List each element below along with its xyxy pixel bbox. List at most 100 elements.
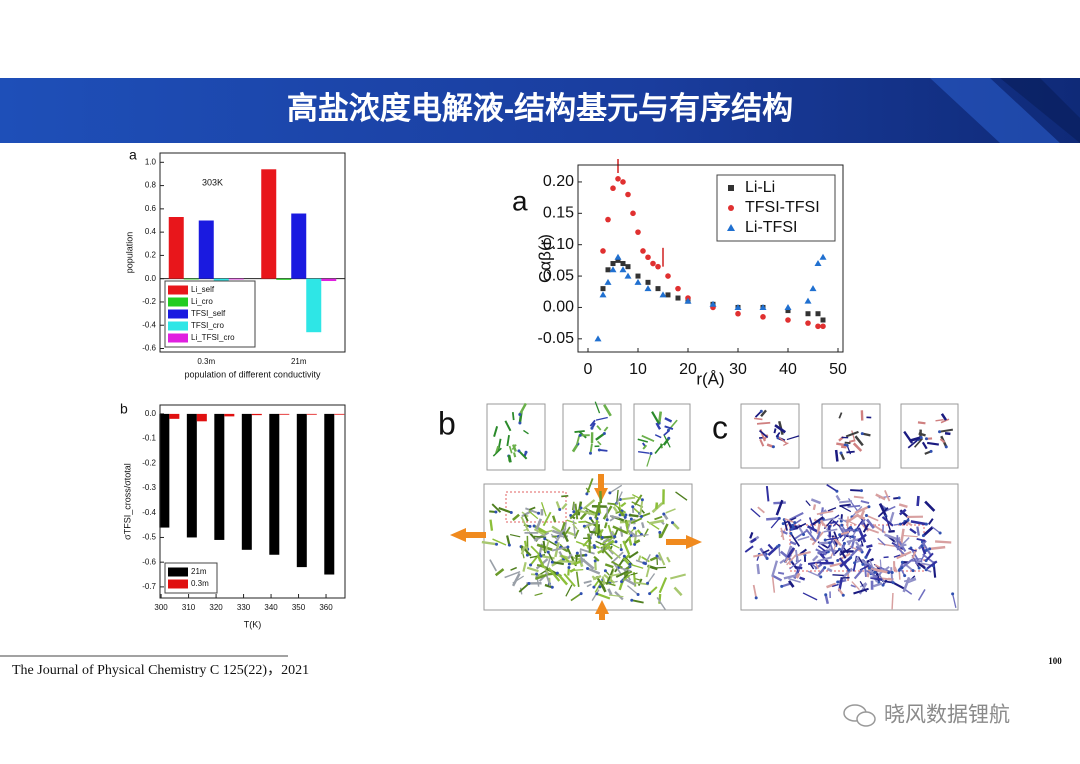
molecule-stick [506,535,511,546]
molecule-stick [624,577,636,586]
atom [575,551,579,555]
molecule-stick [756,421,771,425]
molecule-stick [903,430,914,444]
atom [938,531,942,535]
atom [550,560,554,564]
molecule-stick [778,545,781,556]
molecule-stick [873,567,890,574]
molecule-stick [826,483,838,492]
atom [518,421,522,425]
molecule-stick [900,543,907,547]
molecule-stick [786,554,797,566]
molecule-stick [810,564,815,570]
molecule-stick [877,537,886,546]
molecule-stick [806,525,819,533]
molecule-stick [628,537,633,546]
x-axis-label: r(Å) [696,369,724,388]
slide-title: 高盐浓度电解液-结构基元与有序结构 [287,91,793,126]
atom [929,449,933,453]
bar [291,213,307,279]
point [814,260,822,267]
point [819,253,827,260]
molecule-stick [535,518,543,530]
molecule-stick [492,538,507,546]
point [615,257,621,263]
molecule-stick [504,420,512,432]
atom [550,585,554,589]
molecule-stick [918,432,926,437]
atom [593,559,597,563]
molecule-stick [857,533,867,543]
molecule-stick [789,540,797,546]
atom [854,528,858,532]
bar [269,413,280,555]
atom [586,566,590,570]
molecule-stick [834,514,840,519]
molecule-stick [555,533,563,543]
point [784,303,792,310]
molecule-stick [620,496,636,501]
atom [765,557,769,561]
legend-label: Li-Li [745,179,775,196]
molecule-stick [582,499,596,510]
molecule-stick [675,491,688,501]
atom [951,592,955,596]
bar [324,413,335,575]
molecule-stick [896,550,912,560]
atom [924,437,928,441]
molecule-stick [799,576,806,581]
atom [630,598,634,602]
molecule-stick [622,540,631,555]
atom [517,449,521,453]
molecule-stick [603,426,609,432]
molecule-stick [522,562,527,572]
molecule-stick [591,589,600,602]
molecule-stick [866,569,878,578]
atom [597,535,601,539]
molecule-stick [620,501,627,508]
molecule-stick [922,526,934,537]
molecule-stick [628,550,639,559]
atom [667,436,671,440]
atom [944,445,948,449]
molecule-stick [498,506,512,514]
legend-marker [727,224,735,231]
point [644,285,652,292]
molecule-stick [594,502,601,519]
molecule-stick [916,495,920,507]
panel-label: a [129,147,137,163]
molecule-stick [847,540,852,546]
point [609,266,617,273]
atom [864,513,868,517]
molecule-stick [511,444,517,451]
molecule-stick [924,500,936,512]
molecule-stick [854,435,864,447]
molecule-stick [770,517,781,529]
molecule-stick [786,547,796,559]
molecule-stick [816,531,822,540]
plot-frame [159,404,346,599]
point [675,285,681,292]
point [759,303,767,310]
bar [214,413,225,540]
molecule-stick [773,501,786,505]
molecule-stick [818,541,830,545]
x-tick-label: 330 [237,603,251,612]
atom [582,524,586,528]
chart: b -0.7 -0.6 -0.5 -0.4 -0.3 -0.2 -0.1 0.0 300 310 32… [120,401,346,629]
molecule-stick [665,508,676,514]
molecule-stick [893,554,901,558]
molecule-stick [850,489,862,492]
molecule-stick [917,421,926,425]
molecule-stick [630,517,643,525]
molecule-stick [575,540,589,547]
atom [864,555,868,559]
molecule-stick [829,542,836,557]
molecule-stick [641,512,651,518]
molecule-stick [881,516,894,527]
molecule-stick [579,550,583,564]
atom [867,566,871,570]
atom [911,569,915,573]
atom [628,562,632,566]
